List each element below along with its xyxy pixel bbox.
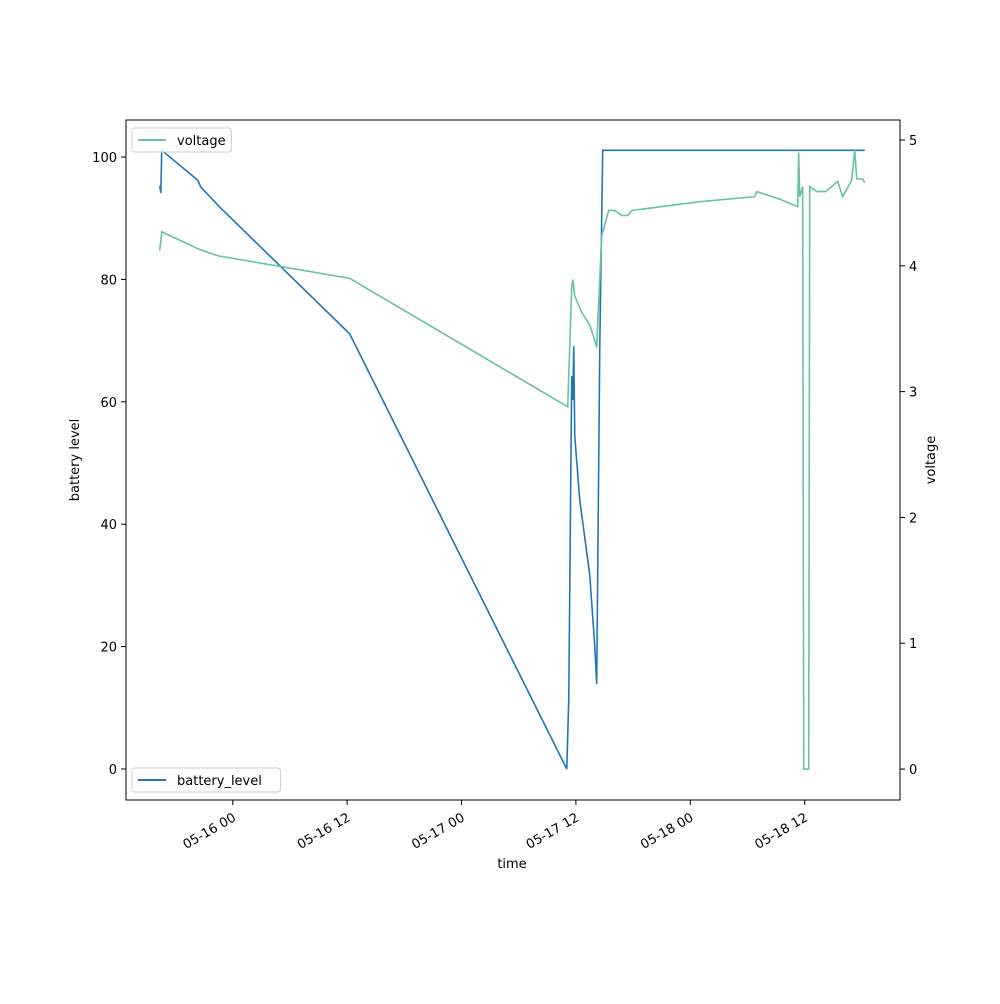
series-line <box>158 148 865 770</box>
y-axis-label: battery level <box>68 419 83 502</box>
y2-tick-label: 2 <box>909 511 917 526</box>
legend-box <box>131 127 232 153</box>
y-tick-label: 40 <box>100 518 117 533</box>
y2-tick-label: 3 <box>909 386 917 401</box>
x-tick-label: 05-16 00 <box>181 810 239 852</box>
x-tick-label: 05-16 12 <box>295 810 353 852</box>
y2-axis-label: voltage <box>924 436 939 485</box>
x-tick-label: 05-18 12 <box>753 810 811 852</box>
x-tick-label: 05-17 12 <box>524 810 582 852</box>
y-tick-label: 100 <box>92 151 117 166</box>
legend-label: voltage <box>177 134 226 149</box>
x-axis-label: time <box>497 857 526 872</box>
y2-tick-label: 0 <box>909 763 917 778</box>
series-line <box>158 149 866 770</box>
legend-label: battery_level <box>177 774 262 789</box>
y2-tick-label: 4 <box>909 260 917 275</box>
y2-tick-label: 1 <box>909 637 917 652</box>
legend-box <box>131 767 282 793</box>
plot-frame <box>125 119 901 801</box>
y-tick-label: 60 <box>100 396 117 411</box>
y-tick-label: 80 <box>100 273 117 288</box>
y-tick-label: 0 <box>109 763 117 778</box>
y2-tick-label: 5 <box>909 134 917 149</box>
x-tick-label: 05-18 00 <box>638 810 696 852</box>
x-tick-label: 05-17 00 <box>409 810 467 852</box>
y-tick-label: 20 <box>100 641 117 656</box>
